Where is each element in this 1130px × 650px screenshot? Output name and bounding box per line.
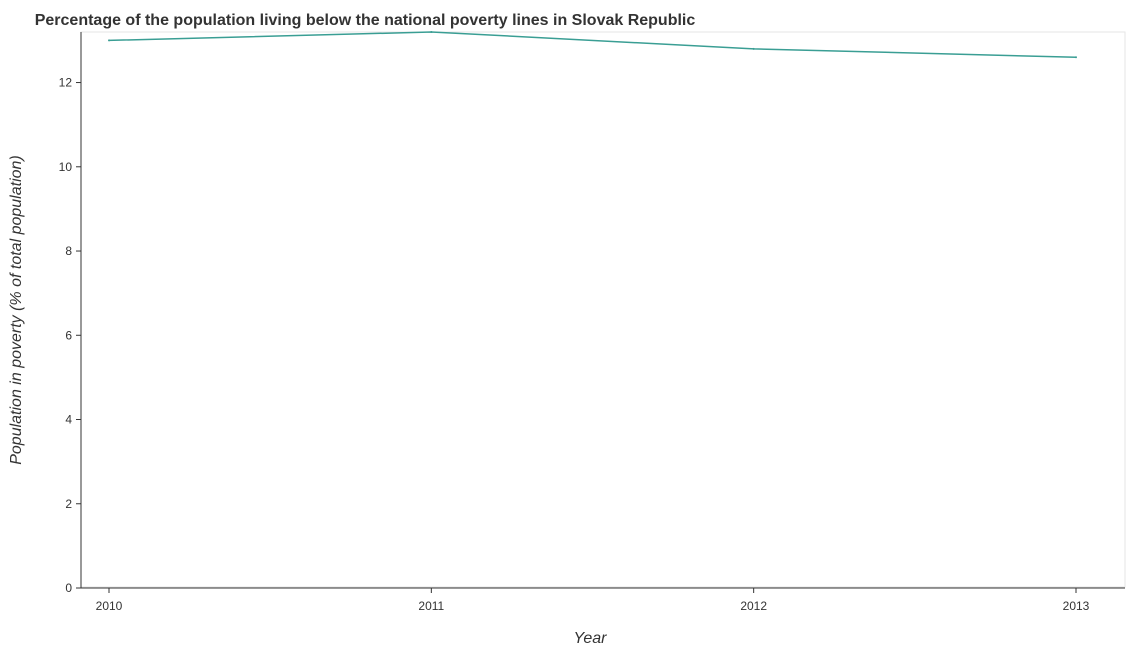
data-point	[752, 47, 755, 50]
series-line	[108, 31, 1077, 59]
data-point	[108, 39, 110, 42]
y-axis-ticks: 0 2 4 6 8 10 12	[59, 76, 81, 595]
data-point	[1075, 56, 1077, 59]
chart-title: Percentage of the population living belo…	[35, 12, 696, 29]
plot-frame	[80, 31, 1126, 588]
x-tick-label: 2011	[418, 599, 444, 613]
y-tick-label: 8	[65, 244, 72, 258]
y-tick-label: 10	[59, 160, 73, 174]
y-axis-title: Population in poverty (% of total popula…	[8, 155, 25, 465]
x-tick-label: 2010	[96, 599, 123, 613]
y-tick-label: 4	[65, 413, 72, 427]
x-axis-title: Year	[574, 630, 608, 647]
x-axis-ticks: 2010 2011 2012 2013	[96, 588, 1090, 613]
y-tick-label: 2	[65, 497, 72, 511]
y-tick-label: 12	[59, 76, 73, 90]
x-tick-label: 2013	[1063, 599, 1090, 613]
y-tick-label: 6	[65, 328, 72, 342]
y-tick-label: 0	[65, 581, 72, 595]
series-layer	[108, 31, 1077, 59]
data-point	[430, 31, 433, 33]
x-tick-label: 2012	[740, 599, 767, 613]
